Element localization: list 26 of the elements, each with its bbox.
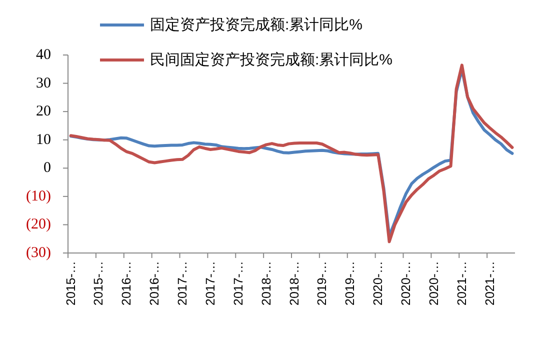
y-tick-label: 30 xyxy=(36,75,51,92)
x-tick-label: 2017-… xyxy=(231,261,246,306)
x-tick-label: 2016-… xyxy=(120,261,134,306)
y-tick-label: (10) xyxy=(26,188,51,204)
x-tick-label: 2017-… xyxy=(203,261,218,306)
y-tick-label: 40 xyxy=(36,47,51,63)
x-tick-label: 2021-… xyxy=(482,261,497,306)
x-tick-label: 2019-… xyxy=(315,261,330,306)
x-tick-label: 2015-… xyxy=(64,261,78,306)
x-tick-label: 2018-… xyxy=(287,261,302,306)
legend-label: 民间固定资产投资完成额:累计同比% xyxy=(150,52,393,68)
x-tick-label: 2020-… xyxy=(399,261,414,306)
y-tick-label: 10 xyxy=(36,132,51,148)
x-tick-label: 2018-… xyxy=(259,261,274,306)
x-tick-label: 2019-… xyxy=(343,261,358,306)
x-tick-label: 2016-… xyxy=(148,261,162,306)
x-tick-label: 2020-… xyxy=(371,261,386,306)
y-tick-label: (30) xyxy=(26,245,51,261)
x-tick-label: 2017-… xyxy=(176,261,190,306)
y-tick-label: 0 xyxy=(44,160,51,176)
x-tick-label: 2015-… xyxy=(92,261,106,306)
y-tick-label: 20 xyxy=(36,104,51,120)
x-tick-label: 2021-… xyxy=(454,261,469,306)
x-tick-label: 2020-… xyxy=(426,261,441,306)
y-tick-label: (20) xyxy=(26,216,51,233)
legend-label: 固定资产投资完成额:累计同比% xyxy=(150,16,363,34)
